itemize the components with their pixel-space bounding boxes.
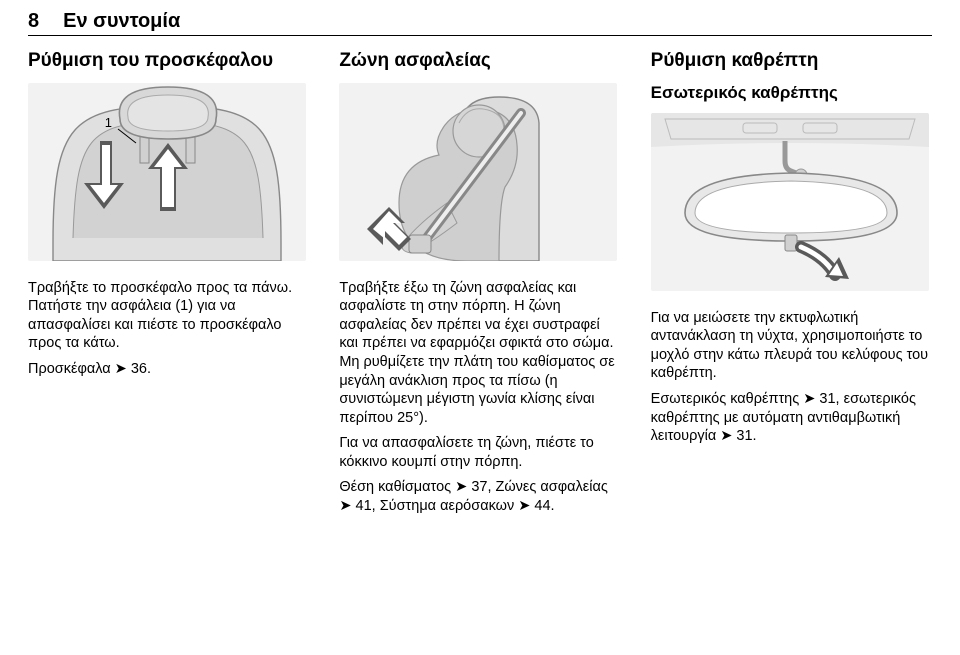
- para-col2-0: Τραβήξτε έξω τη ζώνη ασφαλείας και ασφαλ…: [339, 279, 620, 427]
- illustration-headrest: 1: [28, 83, 306, 261]
- chapter-title: Εν συντομία: [63, 10, 180, 33]
- heading-mirror: Ρύθμιση καθρέπτη: [651, 50, 932, 73]
- para-col1-0: Τραβήξτε το προσκέφαλο προς τα πάνω. Πατ…: [28, 279, 309, 353]
- svg-text:1: 1: [105, 115, 112, 130]
- illustration-mirror: [651, 113, 929, 291]
- column-mirror: Ρύθμιση καθρέπτη Εσωτερικός καθρέπτης: [651, 50, 932, 522]
- para-col1-1: Προσκέφαλα ➤ 36.: [28, 360, 309, 379]
- content-columns: Ρύθμιση του προσκέφαλου: [28, 50, 932, 522]
- column-seatbelt: Ζώνη ασφαλείας: [339, 50, 620, 522]
- heading-headrest: Ρύθμιση του προσκέφαλου: [28, 50, 309, 73]
- heading-seatbelt: Ζώνη ασφαλείας: [339, 50, 620, 73]
- bodytext-headrest: Τραβήξτε το προσκέφαλο προς τα πάνω. Πατ…: [28, 279, 309, 379]
- page-number: 8: [28, 10, 39, 33]
- subheading-mirror: Εσωτερικός καθρέπτης: [651, 83, 932, 103]
- para-col2-1: Για να απασφαλίσετε τη ζώνη, πιέστε το κ…: [339, 434, 620, 471]
- illustration-seatbelt: [339, 83, 617, 261]
- bodytext-seatbelt: Τραβήξτε έξω τη ζώνη ασφαλείας και ασφαλ…: [339, 279, 620, 516]
- para-col2-2: Θέση καθίσματος ➤ 37, Ζώνες ασφαλείας ➤ …: [339, 478, 620, 515]
- bodytext-mirror: Για να μειώσετε την εκτυφλωτική αντανάκλ…: [651, 309, 932, 446]
- header-divider: [28, 35, 932, 36]
- para-col3-0: Για να μειώσετε την εκτυφλωτική αντανάκλ…: [651, 309, 932, 383]
- column-headrest: Ρύθμιση του προσκέφαλου: [28, 50, 309, 522]
- para-col3-1: Εσωτερικός καθρέπτης ➤ 31, εσωτερικός κα…: [651, 390, 932, 446]
